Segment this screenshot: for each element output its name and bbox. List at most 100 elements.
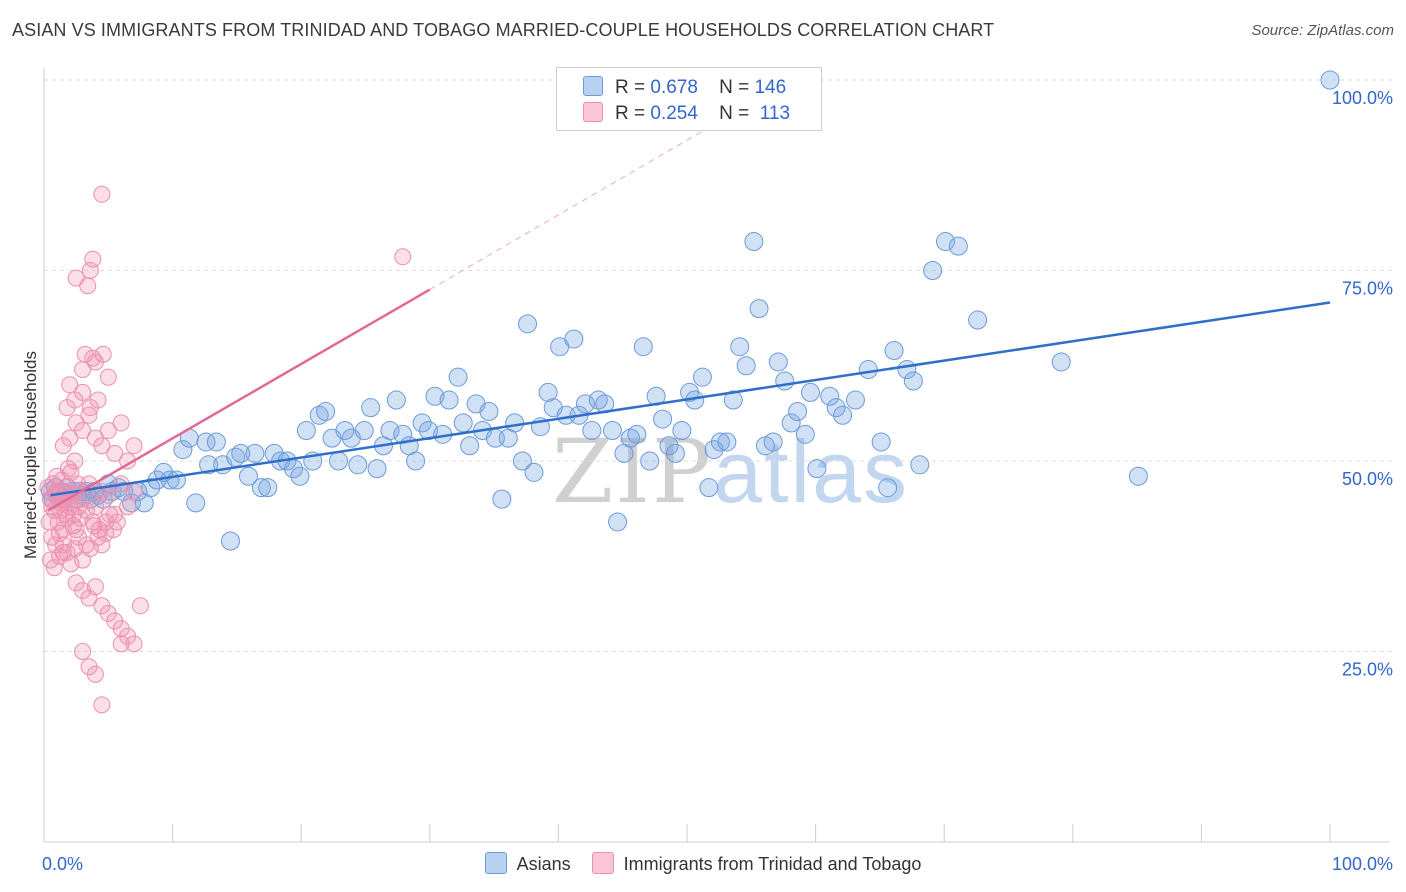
trinidad-tobago-point	[84, 250, 102, 268]
trinidad-tobago-point	[86, 665, 104, 683]
asians-swatch	[583, 76, 603, 96]
series-legend: Asians Immigrants from Trinidad and Toba…	[0, 852, 1406, 875]
asian-point	[736, 356, 756, 376]
asian-point	[845, 390, 865, 410]
trinidad-tobago-point	[125, 437, 143, 455]
trinidad-tobago-point	[119, 498, 137, 516]
asian-point	[788, 401, 808, 421]
asian-point	[479, 401, 499, 421]
asian-point	[627, 424, 647, 444]
trinidad-tobago-point	[89, 391, 107, 409]
trinidad-tobago-point	[99, 422, 117, 440]
asian-point	[730, 337, 750, 357]
asian-point	[699, 478, 719, 498]
asian-point	[296, 421, 316, 441]
asian-point	[653, 409, 673, 429]
trinidad-tobago-point	[41, 551, 59, 569]
axes	[43, 68, 1390, 843]
asian-point	[903, 371, 923, 391]
trinidad-tobago-point	[86, 578, 104, 596]
asian-point	[935, 232, 955, 252]
asian-point	[492, 489, 512, 509]
trinidad-tobago-point	[67, 269, 85, 287]
n-value-asians: 146	[754, 77, 787, 98]
legend-row-trinidad-tobago: R = 0.254 N = 113	[583, 102, 790, 126]
legend-label-trinidad-tobago: Immigrants from Trinidad and Tobago	[623, 854, 922, 874]
asian-point	[316, 401, 336, 421]
asians-trend-line	[50, 301, 1331, 497]
asian-point	[744, 232, 764, 252]
asian-point	[199, 455, 219, 475]
asian-point	[763, 432, 783, 452]
trend-lines	[47, 102, 1331, 512]
asian-point	[238, 466, 258, 486]
trinidad-tobago-swatch	[583, 102, 603, 122]
asian-point	[640, 451, 660, 471]
asian-point	[717, 432, 737, 452]
asian-point	[781, 413, 801, 433]
asian-point	[1051, 352, 1071, 372]
asians-points	[40, 70, 1340, 551]
asian-point	[833, 405, 853, 425]
asian-point	[367, 459, 387, 479]
r-label: R =	[615, 77, 646, 98]
trinidad-tobago-point	[394, 248, 412, 266]
asian-point	[251, 478, 271, 498]
legend-item-trinidad-tobago: Immigrants from Trinidad and Tobago	[591, 852, 922, 875]
trinidad-tobago-point	[125, 482, 143, 500]
trinidad-tobago-point	[131, 597, 149, 615]
y-tick-label: 75.0%	[1342, 279, 1393, 299]
asian-point	[807, 459, 827, 479]
trinidad-tobago-point	[99, 368, 117, 386]
asian-point	[968, 310, 988, 330]
trinidad-tobago-legend-swatch	[591, 852, 614, 874]
asian-point	[196, 432, 216, 452]
asian-point	[659, 436, 679, 456]
asian-point	[505, 413, 525, 433]
trinidad-tobago-point	[94, 345, 112, 363]
trinidad-tobago-point	[104, 521, 122, 539]
correlation-legend: R = 0.678 N = 146 R = 0.254 N = 113	[556, 67, 822, 131]
asian-point	[524, 462, 544, 482]
trinidad-tobago-point	[93, 696, 111, 714]
asian-point	[710, 432, 730, 452]
asian-point	[448, 367, 468, 387]
watermark-zip: ZIP	[552, 420, 714, 523]
asian-point	[206, 432, 226, 452]
asian-point	[878, 478, 898, 498]
asian-point	[173, 440, 193, 460]
trinidad-tobago-point	[93, 185, 111, 203]
n-label: N =	[719, 77, 750, 98]
grid	[44, 79, 1392, 652]
asian-point	[826, 398, 846, 418]
asian-point	[1128, 466, 1148, 486]
watermark-atlas: atlas	[713, 422, 910, 521]
y-tick-label: 100.0%	[1332, 88, 1393, 108]
asian-point	[564, 329, 584, 349]
asian-point	[166, 470, 186, 490]
asian-point	[633, 337, 653, 357]
trinidad-tobago-point	[50, 524, 68, 542]
asian-point	[406, 451, 426, 471]
trinidad-tobago-point	[84, 349, 102, 367]
trinidad-tobago-trend-extension	[429, 102, 752, 290]
x-tick-label-min: 0.0%	[42, 854, 83, 874]
y-tick-label: 25.0%	[1342, 660, 1393, 680]
trinidad-tobago-point	[74, 422, 92, 440]
asian-point	[348, 455, 368, 475]
trinidad-tobago-point	[125, 635, 143, 653]
x-tick-label-max: 100.0%	[1332, 854, 1393, 874]
asian-point	[412, 413, 432, 433]
asian-point	[775, 371, 795, 391]
trinidad-tobago-point	[106, 505, 124, 523]
tick-labels: 25.0% 50.0% 75.0% 100.0% 0.0% 100.0% Married-c…	[21, 88, 1393, 874]
r-value-asians: 0.678	[650, 77, 698, 98]
asian-point	[602, 421, 622, 441]
trinidad-tobago-trend-line	[47, 288, 431, 512]
asian-point	[884, 341, 904, 361]
asian-point	[354, 421, 374, 441]
asian-point	[768, 352, 788, 372]
asian-point	[800, 382, 820, 402]
trinidad-tobago-point	[54, 543, 72, 561]
trinidad-tobago-point	[76, 345, 94, 363]
